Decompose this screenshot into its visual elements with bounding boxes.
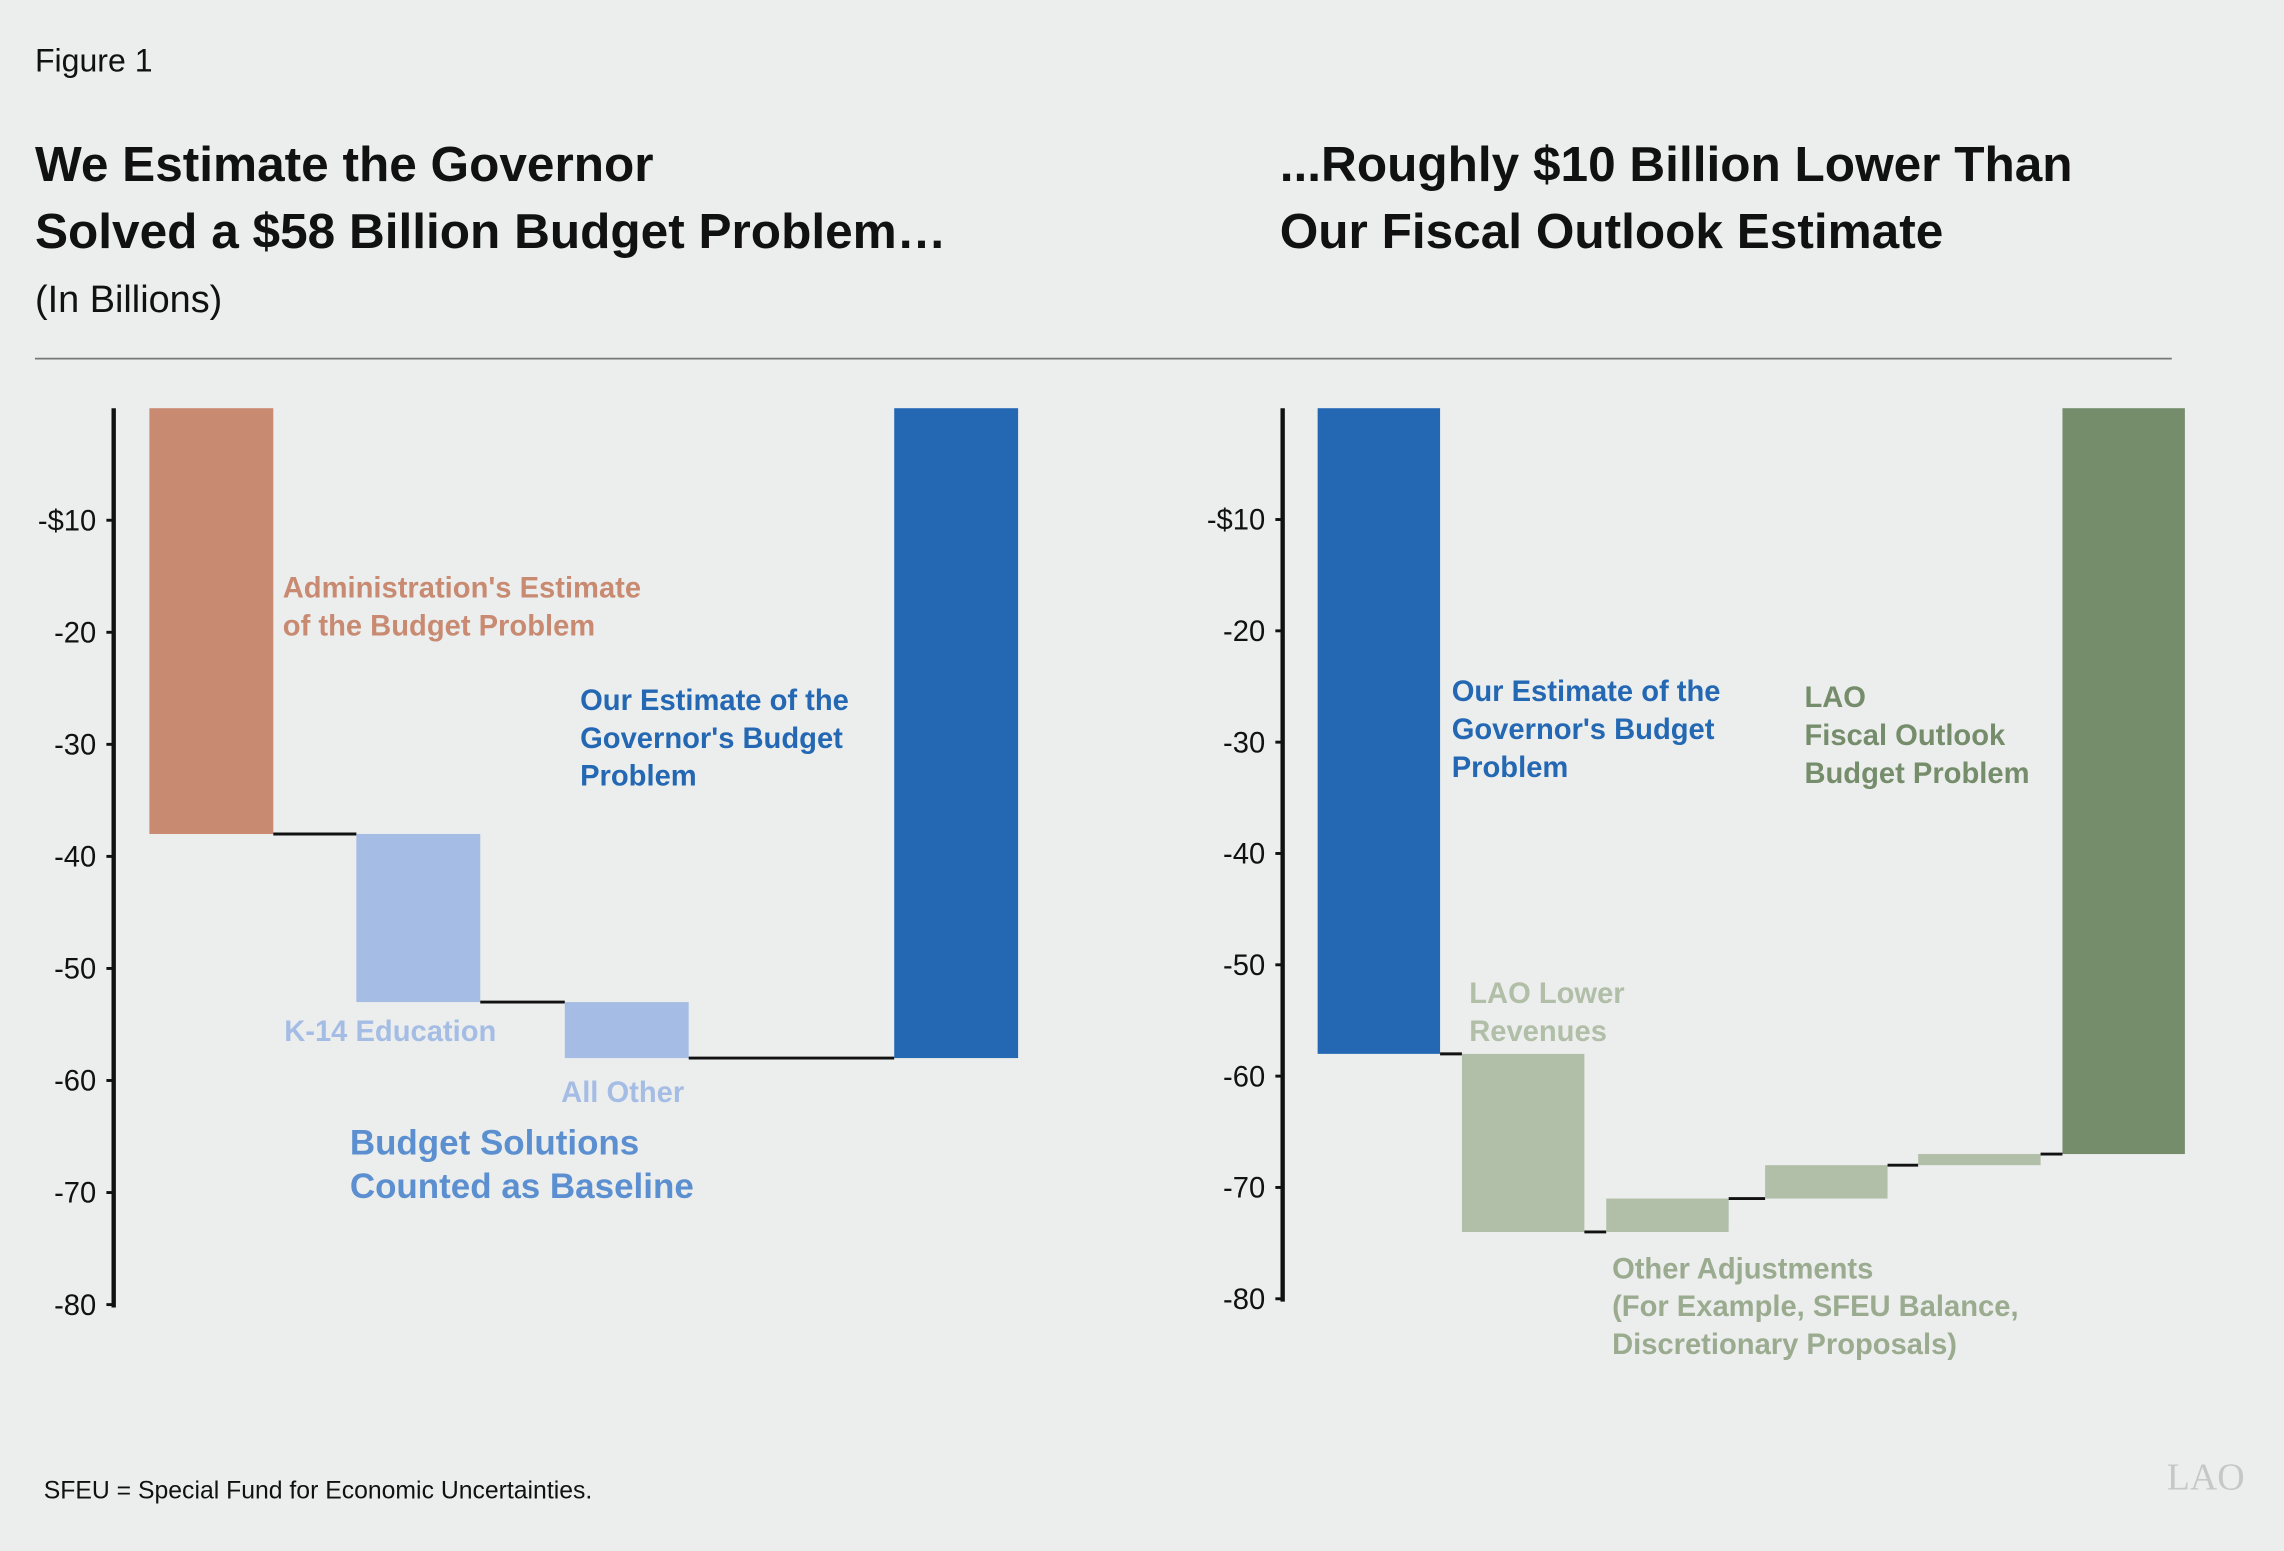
footnote: SFEU = Special Fund for Economic Uncerta…: [44, 1477, 593, 1504]
bar: [2062, 408, 2185, 1155]
bar: [894, 408, 1019, 1059]
bar: [356, 833, 481, 1003]
bar-label: K-14 Education: [284, 1016, 496, 1048]
y-tick-label: -$10: [38, 505, 96, 537]
y-tick-label: -$10: [1207, 505, 1265, 537]
logo: LAO: [2167, 1457, 2245, 1499]
y-tick-label: -30: [54, 730, 96, 762]
y-tick-label: -30: [1223, 727, 1265, 759]
annotation: Discretionary Proposals): [1612, 1329, 1957, 1361]
annotation: Counted as Baseline: [350, 1167, 694, 1206]
y-tick-label: -40: [54, 842, 96, 874]
y-tick-label: -60: [54, 1066, 96, 1098]
bar-label: LAO Lower: [1469, 978, 1624, 1010]
bar: [1918, 1154, 2041, 1166]
bar-label: of the Budget Problem: [283, 611, 595, 643]
chart-title: ...Roughly $10 Billion Lower Than: [1280, 136, 2073, 192]
bar-label: Problem: [1452, 752, 1569, 784]
chart-title: We Estimate the Governor: [35, 136, 654, 192]
annotation: (For Example, SFEU Balance,: [1612, 1291, 2018, 1323]
bar: [564, 1002, 689, 1059]
bar: [1765, 1165, 1888, 1199]
bar: [1317, 408, 1441, 1054]
y-tick-label: -40: [1223, 839, 1265, 871]
bar-label: Problem: [580, 761, 697, 793]
chart-subtitle: (In Billions): [35, 279, 222, 321]
y-tick-label: -80: [54, 1290, 96, 1322]
bar-label: Our Estimate of the: [1452, 676, 1721, 708]
y-tick-label: -80: [1223, 1284, 1265, 1316]
bar-label: Governor's Budget: [580, 723, 843, 755]
bar-label: Governor's Budget: [1452, 714, 1715, 746]
bar-label: Fiscal Outlook: [1804, 720, 2006, 752]
chart-title: Solved a $58 Billion Budget Problem…: [35, 203, 946, 259]
bar: [1606, 1198, 1729, 1232]
annotation: Budget Solutions: [350, 1123, 639, 1162]
y-tick-label: -60: [1223, 1061, 1265, 1093]
chart-title: Our Fiscal Outlook Estimate: [1280, 203, 1944, 259]
bar-label: All Other: [561, 1077, 684, 1109]
y-tick-label: -70: [54, 1178, 96, 1210]
bar: [1461, 1053, 1585, 1232]
bar-label: Revenues: [1469, 1016, 1607, 1048]
y-tick-label: -50: [1223, 950, 1265, 982]
y-tick-label: -50: [54, 954, 96, 986]
y-tick-label: -20: [1223, 616, 1265, 648]
bar-label: Our Estimate of the: [580, 685, 849, 717]
y-tick-label: -70: [1223, 1173, 1265, 1205]
bar: [149, 408, 274, 834]
bar-label: Budget Problem: [1804, 758, 2029, 790]
y-tick-label: -20: [54, 617, 96, 649]
annotation: Other Adjustments: [1612, 1253, 1873, 1285]
bar-label: LAO: [1804, 682, 1866, 714]
figure-label: Figure 1: [35, 42, 153, 78]
bar-label: Administration's Estimate: [283, 573, 641, 605]
